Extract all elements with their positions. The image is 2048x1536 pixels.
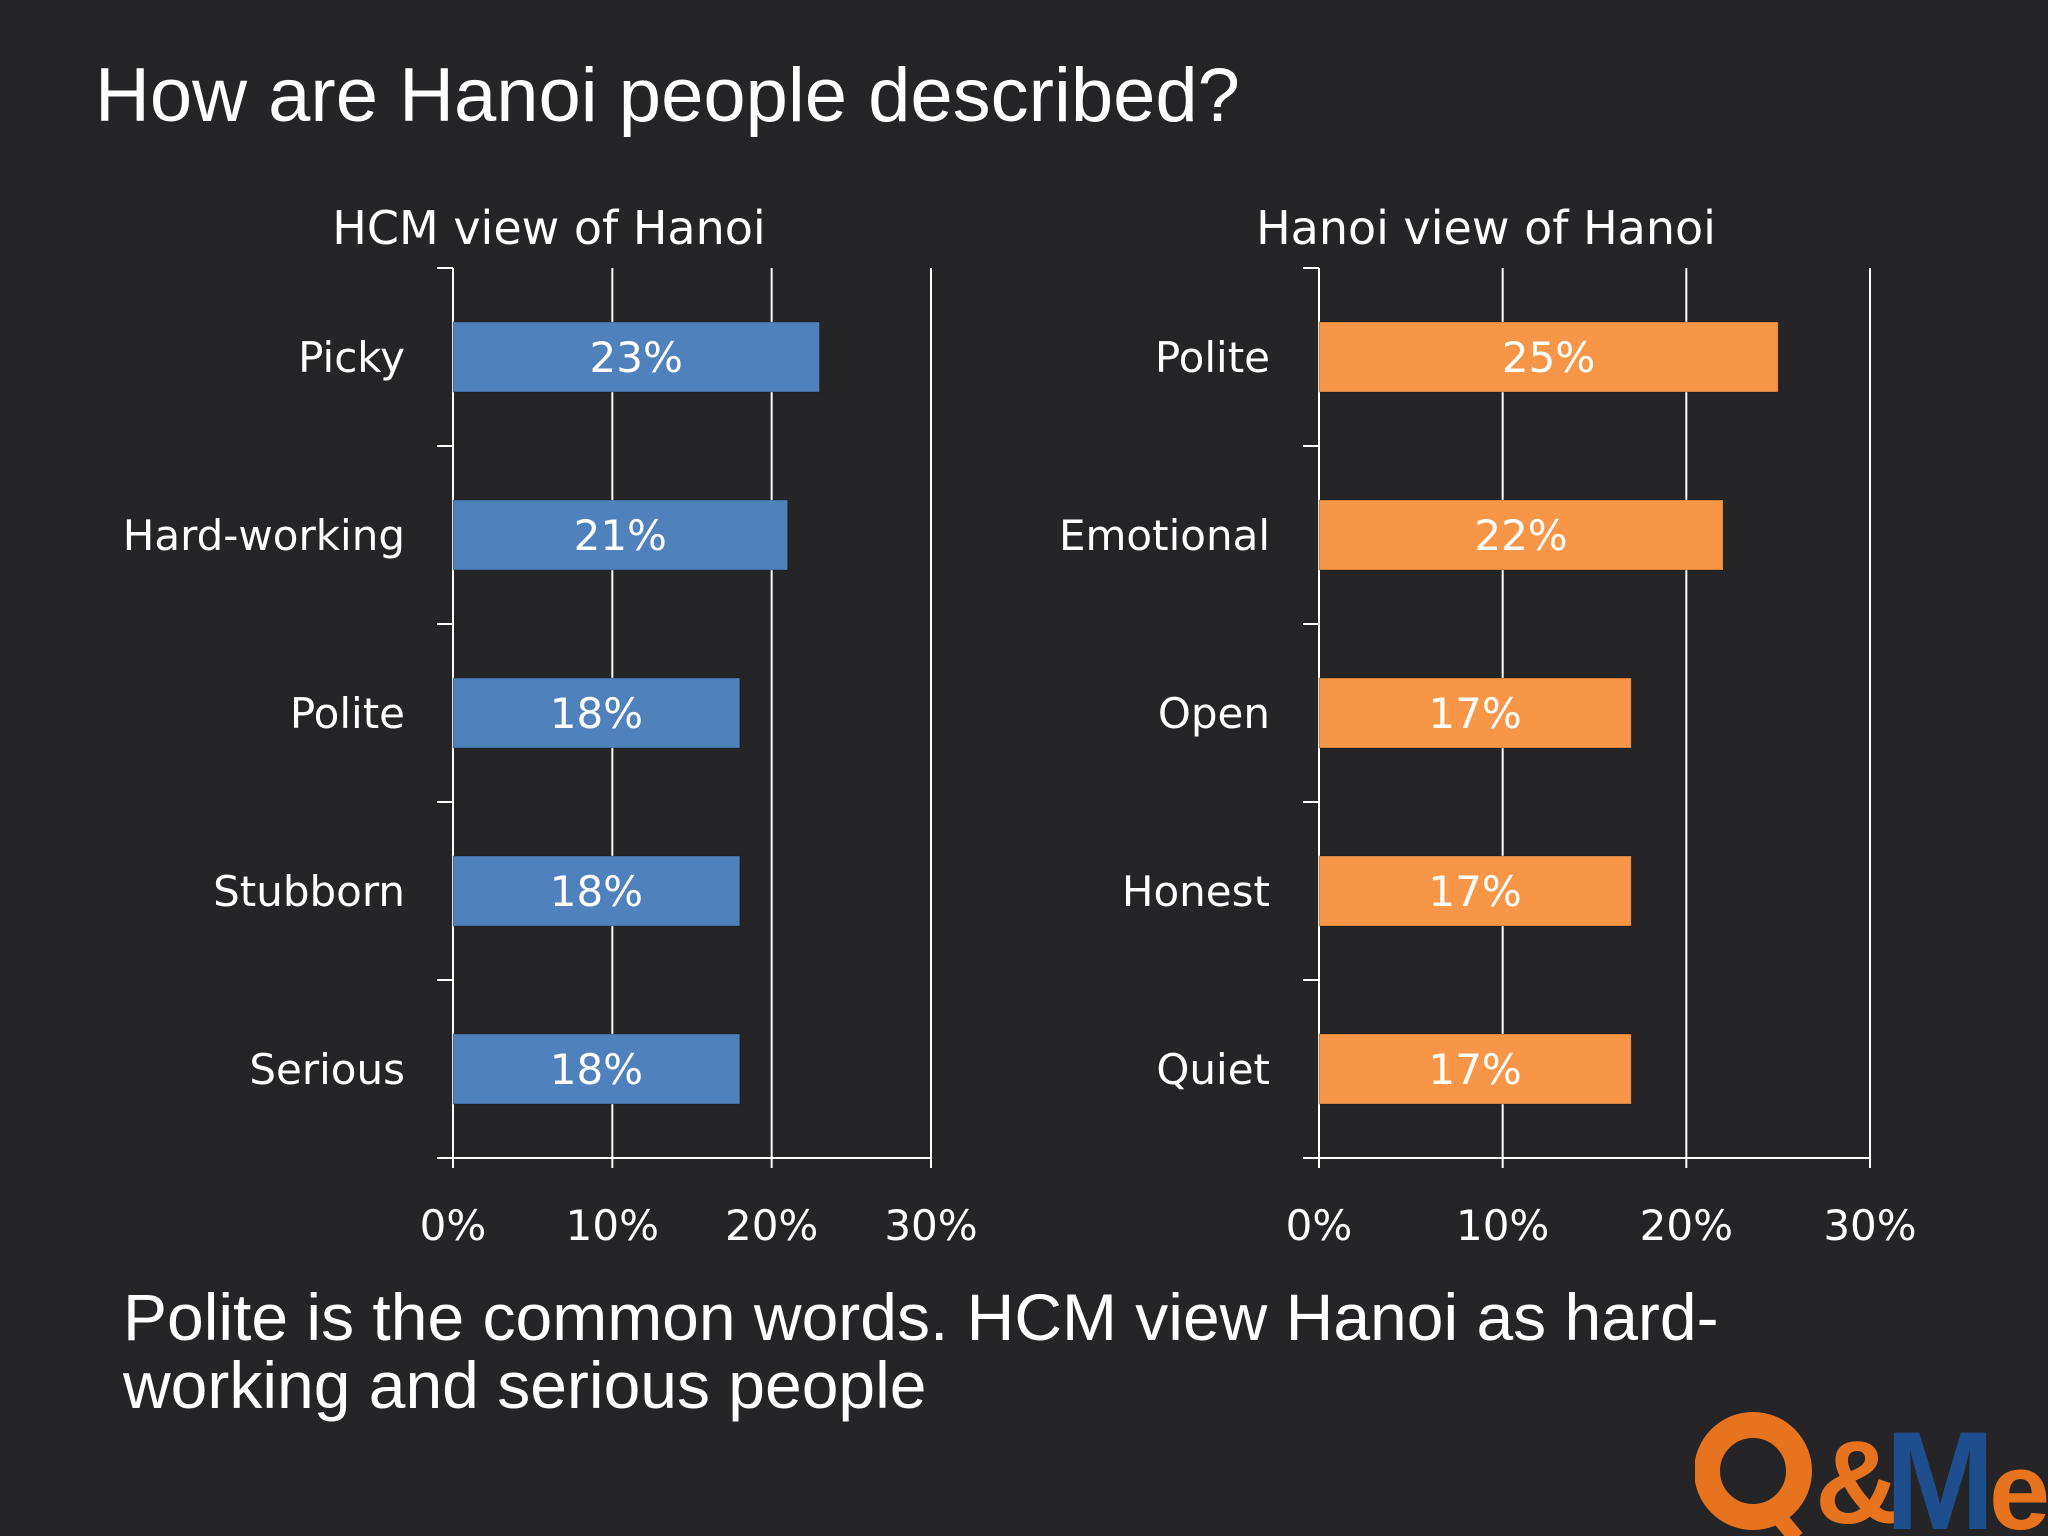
bar	[1318, 1033, 1632, 1105]
bar-value-label: 23%	[590, 333, 683, 382]
x-tick-label: 30%	[884, 1201, 977, 1250]
bar	[452, 321, 820, 393]
bar	[1318, 855, 1632, 927]
bar	[452, 499, 789, 571]
category-label: Emotional	[1059, 511, 1270, 560]
chart-title: Hanoi view of Hanoi	[1256, 201, 1716, 255]
bar-value-label: 18%	[550, 1045, 643, 1094]
category-label: Hard-working	[123, 511, 405, 560]
x-tick-label: 20%	[725, 1201, 818, 1250]
bar	[452, 1033, 741, 1105]
category-label: Stubborn	[213, 867, 405, 916]
bar-value-label: 17%	[1428, 689, 1521, 738]
bar-value-label: 18%	[550, 689, 643, 738]
slide-title: How are Hanoi people described?	[95, 53, 1240, 138]
bar-value-label: 21%	[574, 511, 667, 560]
bar-value-label: 22%	[1474, 511, 1567, 560]
bar	[1318, 677, 1632, 749]
svg-text:M: M	[1885, 1405, 1995, 1536]
bar	[1318, 499, 1724, 571]
category-label: Honest	[1122, 867, 1270, 916]
x-tick-label: 10%	[566, 1201, 659, 1250]
bar-value-label: 25%	[1502, 333, 1595, 382]
chart-title: HCM view of Hanoi	[332, 201, 765, 255]
bar-value-label: 17%	[1428, 867, 1521, 916]
bar-value-label: 17%	[1428, 1045, 1521, 1094]
x-tick-label: 20%	[1640, 1201, 1733, 1250]
bar-value-label: 18%	[550, 867, 643, 916]
slide-caption: Polite is the common words. HCM view Han…	[123, 1280, 1719, 1422]
category-label: Serious	[249, 1045, 405, 1094]
category-label: Picky	[298, 333, 405, 382]
x-tick-label: 10%	[1456, 1201, 1549, 1250]
svg-text:&: &	[1815, 1417, 1900, 1536]
bar	[452, 677, 741, 749]
category-label: Quiet	[1156, 1045, 1270, 1094]
bar	[452, 855, 741, 927]
category-label: Polite	[1155, 333, 1270, 382]
qme-logo: & M e	[1695, 1405, 2048, 1536]
x-tick-label: 30%	[1823, 1201, 1916, 1250]
x-tick-label: 0%	[1286, 1201, 1353, 1250]
svg-text:e: e	[1989, 1430, 2048, 1536]
category-label: Polite	[290, 689, 405, 738]
x-tick-label: 0%	[420, 1201, 487, 1250]
category-label: Open	[1158, 689, 1270, 738]
bar	[1318, 321, 1779, 393]
